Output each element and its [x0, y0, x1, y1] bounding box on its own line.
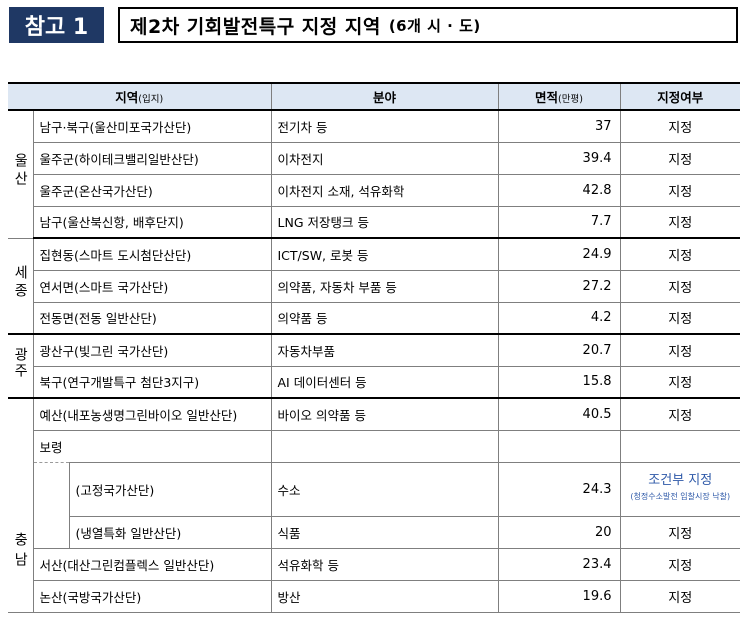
table-header-row: 지역(입지) 분야 면적(만평) 지정여부: [8, 82, 740, 111]
status-cell: 지정: [619, 237, 740, 271]
table-row: 보령: [8, 429, 740, 463]
table-row: 논산(국방국가산단) 방산 19.6 지정: [8, 579, 740, 613]
region-ulsan: 울산: [8, 109, 34, 239]
field-cell: 전기차 등: [270, 109, 499, 143]
area-cell: 20.7: [497, 333, 621, 367]
field-cell: 방산: [270, 579, 499, 613]
area-cell: 4.2: [497, 301, 621, 335]
area-cell: 37: [497, 109, 621, 143]
location-name: 집현동(스마트 도시첨단산단): [32, 237, 272, 271]
status-cell: 지정: [619, 269, 740, 303]
location-name: 서산(대산그린컴플렉스 일반산단): [32, 547, 272, 581]
designation-table: 지역(입지) 분야 면적(만평) 지정여부 울산 남구·북구(울산미포국가산단)…: [8, 82, 740, 613]
title-subtitle: (6개 시 · 도): [388, 16, 481, 35]
area-cell: 27.2: [497, 269, 621, 303]
status-cell: 지정: [619, 109, 740, 143]
table-row: (고정국가산단) 수소 24.3 조건부 지정 (청정수소발전 입찰시장 낙찰): [8, 461, 740, 517]
status-cell: 지정: [619, 141, 740, 175]
table-row: 울주군(온산국가산단) 이차전지 소재, 석유화학 42.8 지정: [8, 173, 740, 207]
field-cell: 이차전지 소재, 석유화학: [270, 173, 499, 207]
location-name: (냉열특화 일반산단): [68, 515, 272, 549]
status-cell: 지정: [619, 397, 740, 431]
field-cell: 의약품 등: [270, 301, 499, 335]
column-header-status: 지정여부: [619, 82, 740, 111]
column-header-region: 지역(입지): [8, 82, 272, 111]
area-cell: 19.6: [497, 579, 621, 613]
location-name: 울주군(하이테크밸리일반산단): [32, 141, 272, 175]
table-row: 충남 예산(내포농생명그린바이오 일반산단) 바이오 의약품 등 40.5 지정: [8, 397, 740, 613]
column-header-field: 분야: [270, 82, 499, 111]
status-cell: 지정: [619, 365, 740, 399]
location-name: 남구·북구(울산미포국가산단): [32, 109, 272, 143]
field-cell: AI 데이터센터 등: [270, 365, 499, 399]
location-name: (고정국가산단): [68, 461, 272, 517]
table-row: 전동면(전동 일반산단) 의약품 등 4.2 지정: [8, 301, 740, 335]
status-conditional: 조건부 지정: [648, 473, 713, 488]
region-gwangju: 광주: [8, 333, 34, 399]
area-cell: 42.8: [497, 173, 621, 207]
location-name: 광산구(빛그린 국가산단): [32, 333, 272, 367]
table-row: 남구(울산북신항, 배후단지) LNG 저장탱크 등 7.7 지정: [8, 205, 740, 239]
location-name: 보령: [32, 429, 272, 463]
area-cell: 39.4: [497, 141, 621, 175]
area-cell: 7.7: [497, 205, 621, 239]
area-cell: [497, 429, 621, 463]
status-cell: 지정: [619, 173, 740, 207]
reference-badge: 참고 1: [9, 7, 104, 43]
table-row: 세종 집현동(스마트 도시첨단산단) ICT/SW, 로봇 등 24.9 지정: [8, 237, 740, 335]
location-name: 논산(국방국가산단): [32, 579, 272, 613]
status-cell: 지정: [619, 205, 740, 239]
status-cell: [619, 429, 740, 463]
status-cell: 지정: [619, 547, 740, 581]
page-title: 제2차 기회발전특구 지정 지역 (6개 시 · 도): [118, 7, 738, 43]
area-cell: 20: [497, 515, 621, 549]
location-name: 남구(울산북신항, 배후단지): [32, 205, 272, 239]
status-note: (청정수소발전 입찰시장 낙찰): [630, 492, 731, 501]
field-cell: 의약품, 자동차 부품 등: [270, 269, 499, 303]
area-cell: 15.8: [497, 365, 621, 399]
field-cell: 이차전지: [270, 141, 499, 175]
title-text: 제2차 기회발전특구 지정 지역: [130, 15, 381, 38]
region-sejong: 세종: [8, 237, 34, 335]
location-name: 북구(연구개발특구 첨단3지구): [32, 365, 272, 399]
table-row: 서산(대산그린컴플렉스 일반산단) 석유화학 등 23.4 지정: [8, 547, 740, 581]
table-row: 광주 광산구(빛그린 국가산단) 자동차부품 20.7 지정: [8, 333, 740, 399]
location-name: 울주군(온산국가산단): [32, 173, 272, 207]
location-name: 예산(내포농생명그린바이오 일반산단): [32, 397, 272, 431]
field-cell: ICT/SW, 로봇 등: [270, 237, 499, 271]
status-cell: 지정: [619, 515, 740, 549]
field-cell: 바이오 의약품 등: [270, 397, 499, 431]
table-row: 연서면(스마트 국가산단) 의약품, 자동차 부품 등 27.2 지정: [8, 269, 740, 303]
field-cell: [270, 429, 499, 463]
field-cell: 수소: [270, 461, 499, 517]
field-cell: LNG 저장탱크 등: [270, 205, 499, 239]
area-cell: 23.4: [497, 547, 621, 581]
location-name: 전동면(전동 일반산단): [32, 301, 272, 335]
column-header-area: 면적(만평): [497, 82, 621, 111]
area-cell: 40.5: [497, 397, 621, 431]
status-cell: 지정: [619, 579, 740, 613]
field-cell: 식품: [270, 515, 499, 549]
table-row: 울주군(하이테크밸리일반산단) 이차전지 39.4 지정: [8, 141, 740, 175]
location-name: 연서면(스마트 국가산단): [32, 269, 272, 303]
indent-cell: [32, 516, 70, 548]
status-cell: 조건부 지정 (청정수소발전 입찰시장 낙찰): [619, 461, 740, 517]
area-cell: 24.9: [497, 237, 621, 271]
field-cell: 석유화학 등: [270, 547, 499, 581]
table-row: 북구(연구개발특구 첨단3지구) AI 데이터센터 등 15.8 지정: [8, 365, 740, 399]
indent-cell: [32, 462, 70, 516]
status-cell: 지정: [619, 301, 740, 335]
status-cell: 지정: [619, 333, 740, 367]
table-row: (냉열특화 일반산단) 식품 20 지정: [8, 515, 740, 549]
table-row: 울산 남구·북구(울산미포국가산단) 전기차 등 37 지정: [8, 109, 740, 239]
field-cell: 자동차부품: [270, 333, 499, 367]
area-cell: 24.3: [497, 461, 621, 517]
region-chungnam: 충남: [8, 397, 34, 613]
